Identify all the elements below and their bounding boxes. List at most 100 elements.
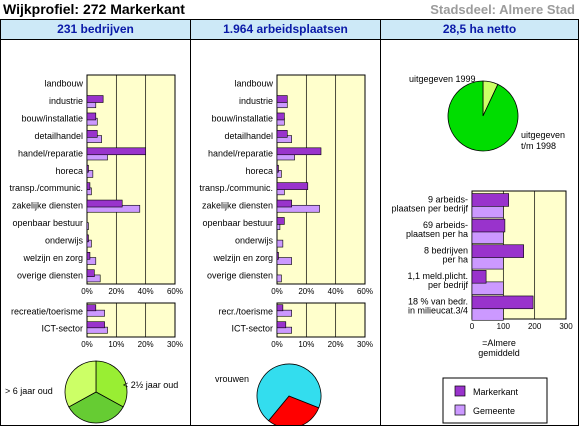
- bar-markerkant: [276, 112, 285, 121]
- column-heading-arbeidsplaatsen: 1.964 arbeidsplaatsen: [191, 20, 380, 40]
- bar-markerkant: [86, 321, 105, 329]
- column-terrein: 28,5 ha netto uitgegeven 1999 uitgegeven t…: [381, 20, 578, 425]
- pie-label: uitgegeven t/m 1998: [521, 130, 565, 151]
- bar-gemeente: [276, 170, 282, 178]
- legend-label: Gemeente: [473, 406, 515, 416]
- bar-markerkant: [86, 252, 91, 260]
- tick-label: 60%: [357, 287, 373, 296]
- category-label-line: recr./toerisme: [218, 307, 273, 317]
- category-label: bouw/installatie: [21, 114, 83, 124]
- category-label: onderwijs: [235, 235, 274, 245]
- pie-label: uitgegeven 1999: [409, 74, 476, 84]
- tick-label: 10%: [298, 340, 314, 349]
- bar-markerkant: [86, 112, 97, 121]
- bar-markerkant: [276, 95, 288, 103]
- category-label-line: bouw/installatie: [211, 114, 273, 124]
- category-label: transp./communic.: [9, 183, 83, 193]
- category-label: landbouw: [44, 79, 83, 89]
- category-label: bouw/installatie: [211, 114, 273, 124]
- category-label: transp./communic.: [199, 183, 273, 193]
- category-label: onderwijs: [45, 235, 84, 245]
- annotation-line: gemiddeld: [478, 348, 520, 358]
- page-title: Wijkprofiel: 272 Markerkant: [3, 1, 185, 17]
- bar-markerkant: [86, 234, 89, 243]
- category-label: welzijn en zorg: [22, 253, 83, 263]
- pie-slice: [447, 80, 519, 152]
- category-label: recr./toerisme: [218, 307, 273, 317]
- plot-area: [86, 74, 176, 285]
- chart-indices: 9 arbeids-plaatsen per bedrijf 69 arbeids…: [391, 190, 573, 358]
- pie-label: vrouwen: [215, 374, 249, 384]
- category-label-line: onderwijs: [235, 235, 274, 245]
- tick-label: 30%: [357, 340, 373, 349]
- category-label-line: ICT-sector: [41, 324, 83, 334]
- pie-label-line: uitgegeven: [521, 130, 565, 140]
- category-label: 9 arbeids-plaatsen per bedrijf: [391, 194, 468, 213]
- category-label: detailhandel: [34, 131, 83, 141]
- bar-markerkant: [276, 182, 309, 190]
- annotation: =Almere gemiddeld: [478, 338, 520, 358]
- bar-markerkant: [86, 269, 95, 277]
- bar-markerkant: [276, 147, 322, 156]
- bar-markerkant: [86, 304, 97, 312]
- category-label-line: welzijn en zorg: [22, 253, 83, 263]
- plot-area: [276, 74, 366, 285]
- column-arbeidsplaatsen: 1.964 arbeidsplaatsen landbouw industrie b…: [191, 20, 381, 430]
- category-label: horeca: [245, 166, 273, 176]
- bar-markerkant: [471, 193, 509, 207]
- profile-panel: 231 bedrijven landbouw industrie bouw/inst…: [0, 19, 579, 430]
- bar-markerkant: [86, 147, 146, 156]
- category-label: 18 % van bedr. in milieucat.3/4: [408, 297, 468, 316]
- bar-markerkant: [276, 321, 287, 329]
- category-label-line: bouw/installatie: [21, 114, 83, 124]
- bar-gemeente: [471, 204, 504, 219]
- pie-slice: [64, 360, 97, 408]
- tick-label: 100: [497, 322, 511, 331]
- bar-markerkant: [471, 244, 525, 258]
- category-label-line: landbouw: [44, 79, 83, 89]
- chart-arbeidsplaatsen-clusters: recr./toerisme ICT-sector 0% 10% 20% 30%: [218, 302, 373, 349]
- tick-label: 40%: [138, 287, 154, 296]
- legend-label: Markerkant: [473, 387, 519, 397]
- category-label: welzijn en zorg: [212, 253, 273, 263]
- category-label-line: overige diensten: [207, 270, 273, 280]
- tick-label: 30%: [167, 340, 183, 349]
- tick-label: 10%: [108, 340, 124, 349]
- category-label-line: overige diensten: [17, 270, 83, 280]
- category-label-line: plaatsen per ha: [406, 229, 468, 239]
- pie-label: > 6 jaar oud: [5, 386, 53, 396]
- category-label-line: handel/reparatie: [208, 148, 273, 158]
- column-heading-bedrijven: 231 bedrijven: [1, 20, 190, 40]
- category-label: landbouw: [234, 79, 273, 89]
- category-label-line: recreatie/toerisme: [11, 307, 83, 317]
- category-label: handel/reparatie: [18, 148, 83, 158]
- pie-slice: [95, 360, 128, 408]
- chart-bedrijfsleeftijd: < 2½ jaar oud2½ - 6 jaar> 6 jaar oud: [5, 360, 178, 430]
- tick-label: 0%: [271, 287, 283, 296]
- pie-label: < 2½ jaar oud: [123, 380, 178, 390]
- category-label-line: industrie: [239, 96, 273, 106]
- category-label: overige diensten: [207, 270, 273, 280]
- bedrijven-charts: landbouw industrie bouw/installatie detailh…: [5, 74, 183, 430]
- category-label-line: detailhandel: [34, 131, 83, 141]
- category-label: zakelijke diensten: [202, 201, 273, 211]
- tick-label: 0%: [81, 287, 93, 296]
- bar-gemeente: [471, 255, 504, 270]
- category-label-line: plaatsen per bedrijf: [391, 203, 468, 213]
- category-label: 1,1 meld.plicht. per bedrijf: [407, 271, 468, 290]
- legend-swatch: [454, 404, 466, 416]
- legend: Markerkant Gemeente: [442, 377, 548, 424]
- bar-gemeente: [276, 239, 284, 248]
- bar-gemeente: [471, 230, 504, 244]
- category-label-line: per ha: [442, 255, 468, 265]
- tick-label: 0: [470, 322, 475, 331]
- category-label: 8 bedrijven per ha: [424, 246, 468, 265]
- category-label-line: transp./communic.: [9, 183, 83, 193]
- tick-label: 20%: [298, 287, 314, 296]
- tick-label: 40%: [328, 287, 344, 296]
- category-label-line: detailhandel: [224, 131, 273, 141]
- category-label-line: transp./communic.: [199, 183, 273, 193]
- chart-geslacht: vrouwenmannen: [215, 363, 342, 430]
- column-bedrijven: 231 bedrijven landbouw industrie bouw/inst…: [1, 20, 191, 430]
- bar-markerkant: [86, 130, 98, 138]
